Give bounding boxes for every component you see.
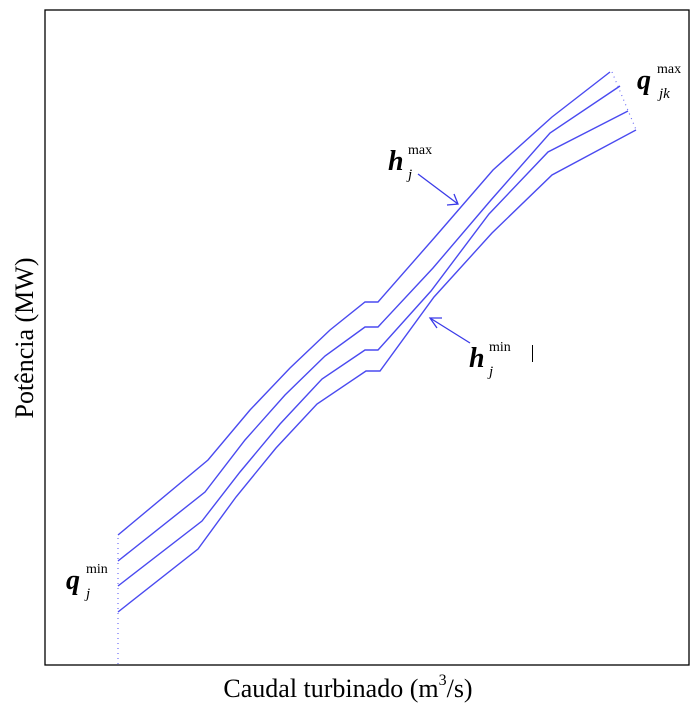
series-line-2 bbox=[117, 85, 621, 562]
h-max-annotation: h max j bbox=[388, 143, 433, 183]
series-layer bbox=[117, 71, 637, 613]
plot-frame bbox=[44, 9, 690, 666]
x-axis-label: Caudal turbinado (m3/s) bbox=[223, 672, 473, 704]
series-line-4 bbox=[117, 129, 637, 613]
q-min-annotation: q min j bbox=[66, 562, 108, 602]
q-max-annotation: q max jk bbox=[637, 62, 682, 102]
series-line-1 bbox=[117, 71, 611, 536]
q-max-dotted-line bbox=[611, 71, 638, 133]
text-cursor bbox=[532, 345, 533, 362]
h-min-annotation: h min j bbox=[469, 340, 511, 380]
h-min-arrow bbox=[428, 317, 471, 344]
series-line-3 bbox=[117, 110, 629, 587]
h-max-arrow bbox=[417, 173, 459, 206]
y-axis-label: Potência (MW) bbox=[10, 257, 39, 418]
